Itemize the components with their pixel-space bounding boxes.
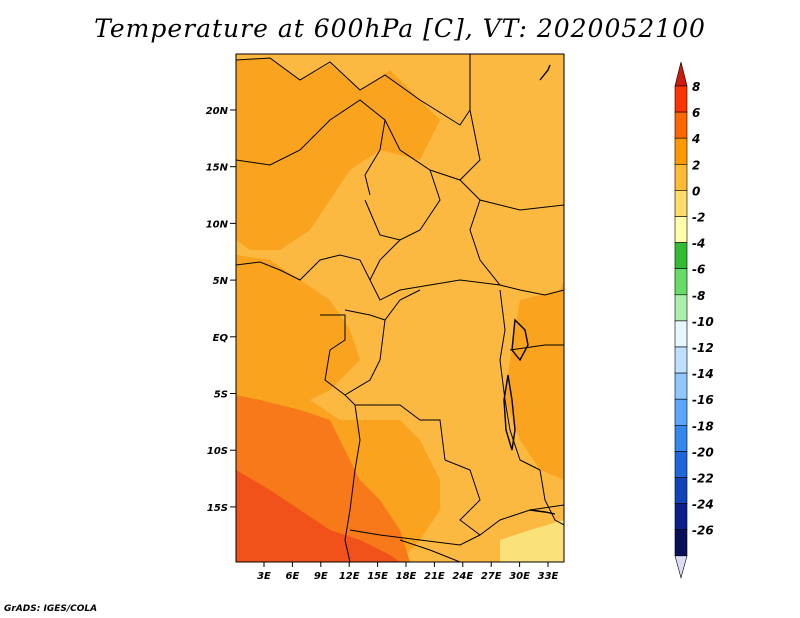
colorbar-bottom-arrow [674,555,688,579]
country-borders [236,54,564,562]
lat-tick-label: 15N [206,163,229,174]
lakes [503,64,556,515]
colorbar-label: -20 [692,445,714,459]
lat-tick-label: 10S [207,446,228,457]
lat-tick-label: EQ [213,333,229,344]
lon-tick-label: 33E [538,571,559,582]
border-line [236,254,371,281]
colorbar-segment [674,529,688,557]
border-line [364,169,441,241]
colorbar-segment [674,216,688,243]
colorbar-label: 0 [692,184,700,198]
colorbar-label: -8 [692,289,705,303]
border-line [236,99,386,196]
colorbar-segment [674,111,688,139]
field-band-2-4-east [505,280,564,480]
lake-outline [503,374,516,451]
lon-tick-label: 30E [509,571,530,582]
lon-tick-label: 6E [286,571,300,582]
colorbar-segment [674,398,688,426]
field-band-6-8 [236,470,400,562]
field-band-2-4-north [236,58,440,250]
border-line [539,469,564,526]
map-title: Temperature at 600hPa [C], VT: 202005210… [94,14,706,43]
colorbar-segment [674,294,688,322]
grads-credit: GrADS: IGES/COLA [4,604,98,614]
border-line [399,539,461,562]
field-band-m2-0 [500,520,564,562]
colorbar-segment [674,190,688,217]
lon-tick-label: 9E [314,571,328,582]
lon-tick-label: 15E [367,571,388,582]
colorbar-segment [674,424,688,452]
colorbar-label: -16 [692,393,714,407]
border-line [320,314,346,396]
lon-tick-label: 21E [424,571,445,582]
border-line [369,239,501,301]
lon-tick-label: 27E [481,571,502,582]
colorbar-segment [674,164,688,191]
border-line [459,179,564,211]
colorbar-label: -6 [692,263,705,277]
colorbar-label: -14 [692,367,714,381]
border-line [509,344,564,351]
colorbar-label: -18 [692,419,714,433]
temperature-field [236,54,564,562]
colorbar-top-arrow [674,61,688,87]
colorbar-segment [674,346,688,374]
colorbar-label: 4 [691,132,700,146]
colorbar-segment [674,242,688,270]
colorbar-label: -12 [692,341,714,355]
colorbar-segment [674,372,688,400]
colorbar [674,61,688,579]
lat-tick-label: 5S [214,390,228,401]
colorbar-segment [674,268,688,296]
colorbar-label: -22 [692,472,714,486]
lat-tick-label: 5N [213,276,229,287]
border-line [499,289,541,471]
lon-tick-label: 3E [257,571,271,582]
border-line [349,529,481,546]
lake-outline [539,64,551,81]
border-line [444,459,564,536]
lon-tick-label: 18E [396,571,417,582]
colorbar-segment [674,85,688,113]
colorbar-label: 8 [692,80,700,94]
colorbar-segment [674,137,688,165]
colorbar-label: 6 [692,106,700,120]
colorbar-segment [674,477,688,504]
border-line [236,54,471,126]
lake-outline [511,318,529,362]
border-line [384,109,481,181]
colorbar-segment [674,503,688,531]
lat-tick-label: 10N [206,219,229,230]
colorbar-label: -2 [692,211,705,225]
lat-tick-label: 15S [207,503,228,514]
colorbar-segment [674,451,688,478]
lat-tick-label: 20N [206,106,229,117]
colorbar-labels: 8 6 4 2 0 -2 -4 -6 -8 -10 -12 -14 -16 -18 -20 -22 -24 -26 [691,80,714,538]
colorbar-label: -4 [692,237,705,251]
colorbar-segment [674,320,688,348]
colorbar-label: -26 [692,524,714,538]
lon-axis: 3E 6E 9E 12E 15E 18E 21E 24E 27E 30E 33E [257,562,559,582]
lon-tick-label: 12E [339,571,360,582]
lat-axis: 20N 15N 10N 5N EQ 5S 10S 15S [206,106,236,514]
colorbar-label: -24 [692,498,714,512]
border-line [344,404,361,562]
colorbar-label: 2 [692,158,700,172]
lake-outline [529,509,556,515]
colorbar-label: -10 [692,315,714,329]
map-frame [235,53,565,563]
lon-tick-label: 24E [452,571,473,582]
